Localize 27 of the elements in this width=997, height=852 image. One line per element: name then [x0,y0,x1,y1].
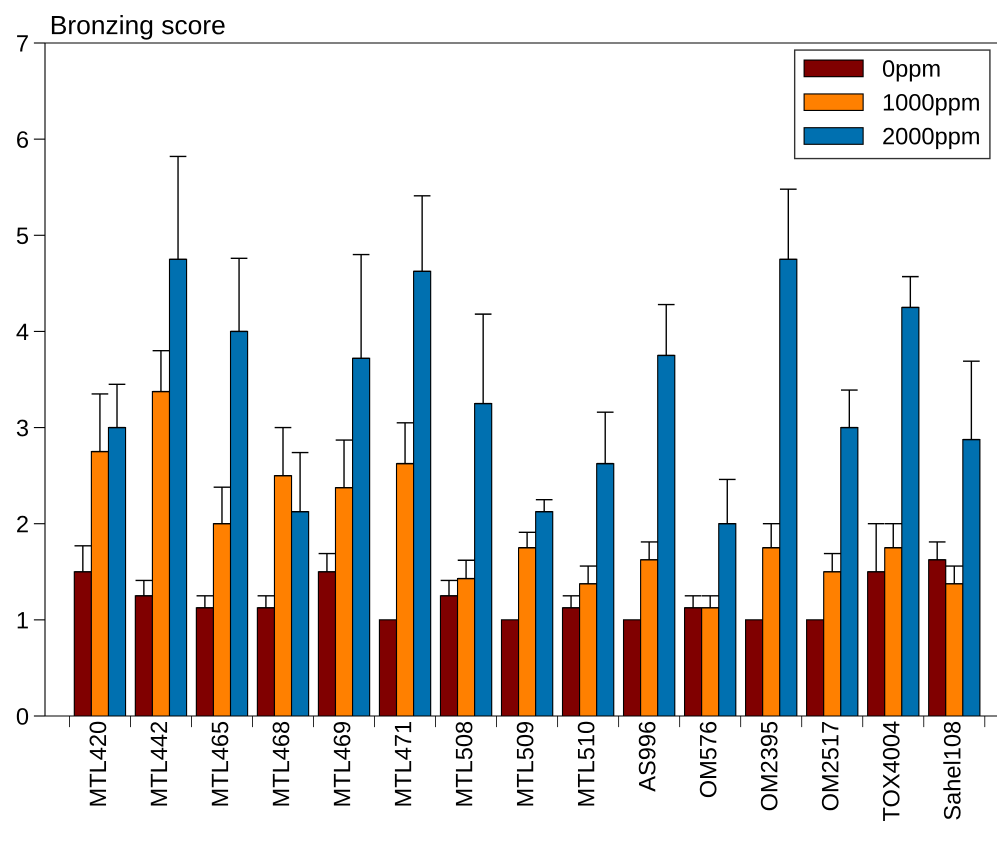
y-axis-title: Bronzing score [52,15,225,40]
y-tick-label: 7 [17,35,28,52]
x-tick-label: MTL465 [212,722,228,806]
x-tick-label: MTL471 [394,722,412,806]
x-tick-label: OM576 [700,722,717,798]
x-tick-label: Sahel108 [943,722,961,820]
y-tick-label: 5 [16,228,28,244]
x-tick-label: MTL510 [578,722,594,806]
x-tick-label: MTL508 [456,722,472,806]
legend-label: 0ppm [882,60,940,82]
x-tick-label: MTL420 [90,722,106,806]
x-tick-label: OM2517 [822,722,839,810]
y-tick-label: 2 [17,516,28,532]
x-tick-label: MTL442 [150,722,168,806]
y-tick-label: 4 [16,324,28,340]
y-tick-label: 6 [17,131,28,148]
y-tick-label: 0 [16,708,28,725]
x-tick-label: MTL509 [516,722,534,806]
x-tick-label: MTL469 [334,722,350,806]
y-tick-label: 3 [16,420,28,436]
x-tick-label: MTL468 [272,722,290,806]
y-tick-label: 1 [18,612,28,628]
legend-label: 1000ppm [884,94,979,116]
x-tick-label: TOX4004 [882,722,900,821]
legend-label: 2000ppm [883,128,979,150]
x-tick-label: OM2395 [760,722,778,810]
x-tick-label: AS996 [638,722,656,792]
